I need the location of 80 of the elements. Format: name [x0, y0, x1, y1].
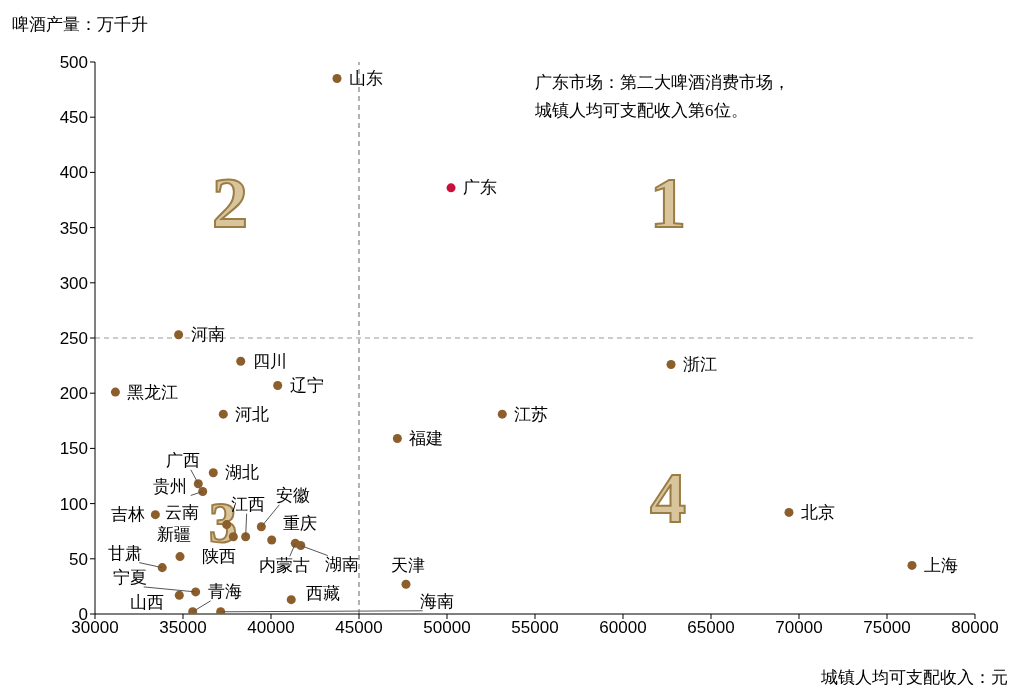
- annotation: 黑龙江: [127, 382, 179, 402]
- annotation: 辽宁: [289, 375, 324, 395]
- point: [216, 607, 226, 614]
- annotation: 山西: [130, 592, 165, 612]
- annotation: 湖南: [324, 555, 359, 575]
- annotation: 广东: [463, 178, 498, 198]
- x-tick-label: 60000: [599, 618, 647, 638]
- y-tick-label: 200: [59, 384, 88, 404]
- point: [110, 387, 120, 397]
- annotation: 天津: [390, 555, 425, 575]
- y-tick-label: 150: [59, 439, 88, 459]
- annotation: 广东市场：第二大啤酒消费市场，: [535, 73, 790, 92]
- point: [273, 380, 283, 390]
- annotation: 西藏: [306, 584, 341, 604]
- x-tick-label: 75000: [863, 618, 911, 638]
- x-tick-label: 35000: [159, 618, 207, 638]
- annotation: 城镇人均可支配收入第6位。: [534, 101, 748, 120]
- annotation: 甘肃: [108, 544, 143, 564]
- point: [174, 330, 184, 340]
- annotation: 广西: [166, 451, 201, 471]
- point: [218, 409, 228, 419]
- point: [157, 563, 167, 573]
- annotation: 四川: [252, 351, 287, 371]
- y-axis-title: 啤酒产量：万千升: [12, 15, 148, 34]
- annotation: 福建: [409, 428, 444, 448]
- point: [256, 522, 266, 532]
- y-tick-label: 450: [59, 108, 88, 128]
- point: [332, 74, 342, 84]
- point: [907, 560, 917, 570]
- y-tick-label: 400: [59, 163, 88, 183]
- annotation: 陕西: [202, 547, 237, 567]
- x-tick-label: 40000: [247, 618, 295, 638]
- point: [784, 507, 794, 517]
- y-tick-label: 100: [59, 494, 88, 514]
- y-tick-label: 300: [59, 273, 88, 293]
- annotation: 新疆: [157, 525, 192, 545]
- annotation: 上海: [923, 555, 958, 575]
- annotation: 云南: [164, 503, 199, 523]
- point: [446, 183, 456, 193]
- annotation: 安徽: [276, 486, 311, 506]
- y-tick-label: 350: [59, 218, 88, 238]
- point: [497, 409, 507, 419]
- x-tick-label: 55000: [511, 618, 559, 638]
- annotation: 1: [650, 163, 686, 243]
- point: [392, 433, 402, 443]
- annotation: 北京: [800, 502, 835, 522]
- annotation: 内蒙古: [258, 555, 310, 575]
- annotation: 贵州: [152, 476, 187, 496]
- annotation: 浙江: [683, 355, 718, 374]
- annotation: 吉林: [111, 505, 146, 525]
- annotation: 青海: [207, 582, 242, 602]
- annotation: 湖北: [225, 463, 260, 483]
- point: [174, 590, 184, 600]
- y-tick-label: 500: [59, 53, 88, 73]
- annotation: 江苏: [514, 404, 549, 424]
- annotation: 河北: [235, 404, 270, 424]
- x-tick-label: 50000: [423, 618, 471, 638]
- y-tick-label: 50: [69, 549, 88, 569]
- x-axis-title: 城镇人均可支配收入：元: [820, 668, 1008, 687]
- annotation: 重庆: [282, 513, 317, 533]
- annotation: 河南: [190, 325, 225, 345]
- annotation: 4: [650, 458, 686, 538]
- y-tick-label: 250: [59, 329, 88, 349]
- x-tick-label: 80000: [951, 618, 999, 638]
- point: [401, 579, 411, 589]
- x-tick-label: 70000: [775, 618, 823, 638]
- point: [241, 532, 251, 542]
- point: [175, 552, 185, 562]
- point: [150, 510, 160, 520]
- x-tick-label: 45000: [335, 618, 383, 638]
- point: [267, 535, 277, 545]
- x-tick-label: 65000: [687, 618, 735, 638]
- annotation: 2: [212, 163, 248, 243]
- point: [236, 356, 246, 366]
- annotation: 山东: [349, 69, 383, 89]
- point: [286, 595, 296, 605]
- annotation: 宁夏: [112, 568, 147, 588]
- point: [666, 359, 676, 369]
- point: [208, 468, 218, 478]
- annotation: 海南: [419, 592, 454, 612]
